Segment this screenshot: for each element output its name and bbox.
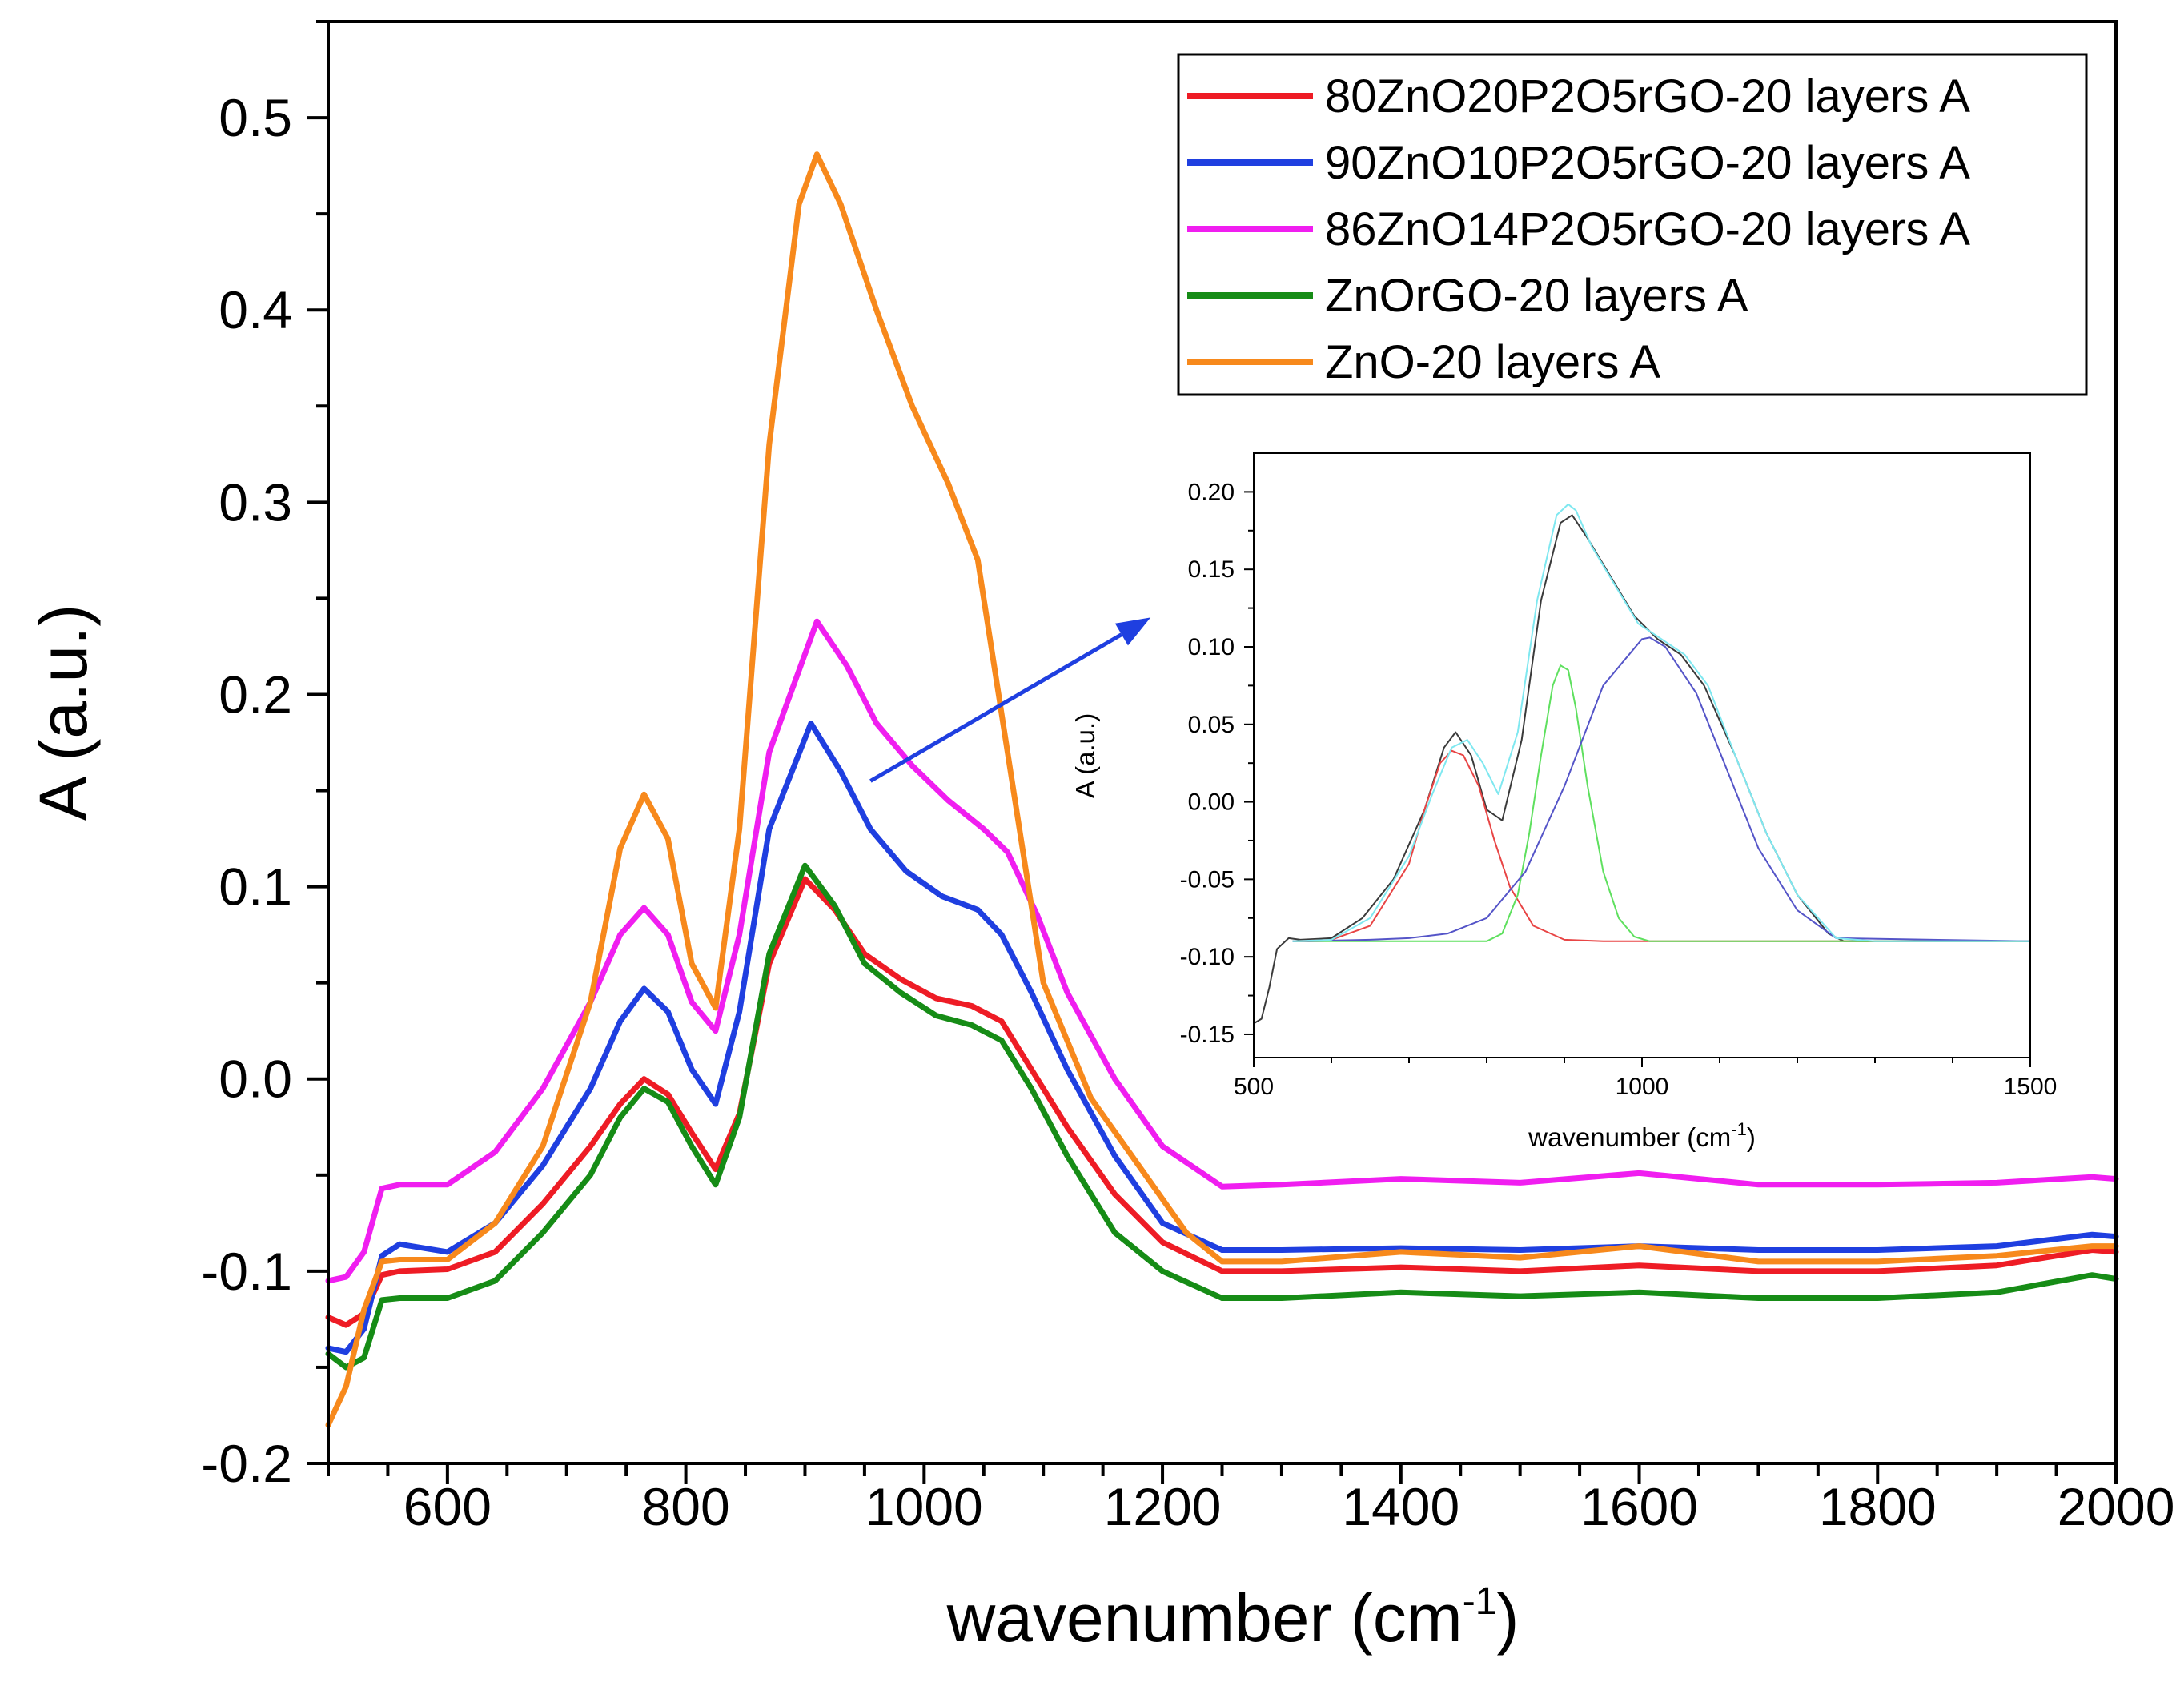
series-line-5: [325, 151, 2119, 1428]
main-plot: 600 800 1000 1200 1400 1600 1800 2000 -0.2-0.10…: [201, 20, 2175, 1536]
inset-x-tick-label: 1500: [2004, 1074, 2058, 1100]
x-tick-label: 2000: [2058, 1477, 2175, 1536]
y-tick-label: 0.1: [219, 857, 292, 917]
main-y-axis-label: A (a.u.): [26, 604, 101, 821]
y-tick-label: 0.3: [219, 472, 292, 532]
inset-x-ticks: 500 1000 1500: [1234, 1058, 2057, 1100]
series-line-1: [325, 876, 2119, 1328]
legend-label-5: ZnO-20 layers A: [1325, 336, 1660, 388]
main-x-ticks: 600 800 1000 1200 1400 1600 1800 2000: [327, 1463, 2175, 1536]
inset-background: [1254, 453, 2030, 1058]
inset-y-ticks: -0.15 -0.10 -0.05 0.00 0.05 0.10 0.15 0.20: [1180, 479, 1254, 1048]
y-tick-label: -0.1: [201, 1242, 292, 1301]
legend-label-3: 86ZnO14P2O5rGO-20 layers A: [1325, 203, 1970, 255]
x-tick-label: 1800: [1819, 1477, 1937, 1536]
inset-series-line-4: [1292, 636, 2031, 942]
inset-y-tick-label: -0.10: [1180, 944, 1235, 970]
inset-x-tick-label: 500: [1234, 1074, 1274, 1100]
inset-y-tick-label: 0.20: [1188, 479, 1235, 505]
x-tick-label: 1600: [1580, 1477, 1698, 1536]
x-tick-label: 1000: [865, 1477, 983, 1536]
main-series-group: [325, 151, 2119, 1428]
legend-label-4: ZnOrGO-20 layers A: [1325, 270, 1748, 322]
inset-y-tick-label: 0.10: [1188, 634, 1235, 660]
legend-label-1: 80ZnO20P2O5rGO-20 layers A: [1325, 70, 1970, 122]
inset-x-axis-label: wavenumber (cm-1): [1528, 1119, 1756, 1152]
x-tick-label: 1200: [1104, 1477, 1222, 1536]
x-tick-label: 1400: [1342, 1477, 1459, 1536]
legend: 80ZnO20P2O5rGO-20 layers A 90ZnO10P2O5rGO…: [1177, 53, 2088, 396]
main-y-ticks: -0.2 -0.1 0.0 0.1 0.2 0.3 0.4 0.5: [201, 20, 328, 1493]
inset-y-tick-label: -0.15: [1180, 1022, 1235, 1048]
inset-y-tick-label: 0.05: [1188, 712, 1235, 738]
inset-series-line-2: [1292, 749, 2030, 942]
inset-plot: 500 1000 1500 -0.15 -0.10 -0.05 0.00 0.05 0.10 0…: [1070, 452, 2057, 1152]
arrow-line: [869, 632, 1123, 783]
y-tick-label: 0.5: [219, 88, 292, 147]
legend-box: [1177, 53, 2088, 396]
y-tick-label: 0.4: [219, 280, 292, 339]
y-tick-label: -0.2: [201, 1434, 292, 1493]
inset-y-axis-label: A (a.u.): [1070, 713, 1100, 798]
annotation-arrow: [869, 617, 1151, 783]
inset-y-tick-label: 0.00: [1188, 789, 1235, 816]
y-tick-label: 0.0: [219, 1050, 292, 1109]
x-tick-label: 600: [403, 1477, 492, 1536]
series-line-3: [325, 618, 2119, 1284]
inset-y-tick-label: 0.15: [1188, 556, 1235, 583]
inset-series-line-5: [1292, 503, 2030, 942]
x-tick-label: 800: [642, 1477, 730, 1536]
main-x-axis-label: wavenumber (cm-1): [946, 1580, 1520, 1656]
arrow-head: [1114, 617, 1151, 646]
inset-series-line-3: [1292, 664, 2030, 942]
inset-x-tick-label: 1000: [1616, 1074, 1669, 1100]
y-tick-label: 0.2: [219, 664, 292, 724]
inset-series-group: [1253, 503, 2031, 1025]
legend-items: 80ZnO20P2O5rGO-20 layers A 90ZnO10P2O5rGO…: [1187, 70, 1970, 388]
inset-y-tick-label: -0.05: [1180, 866, 1235, 893]
series-line-4: [325, 862, 2119, 1371]
legend-label-2: 90ZnO10P2O5rGO-20 layers A: [1325, 137, 1970, 189]
